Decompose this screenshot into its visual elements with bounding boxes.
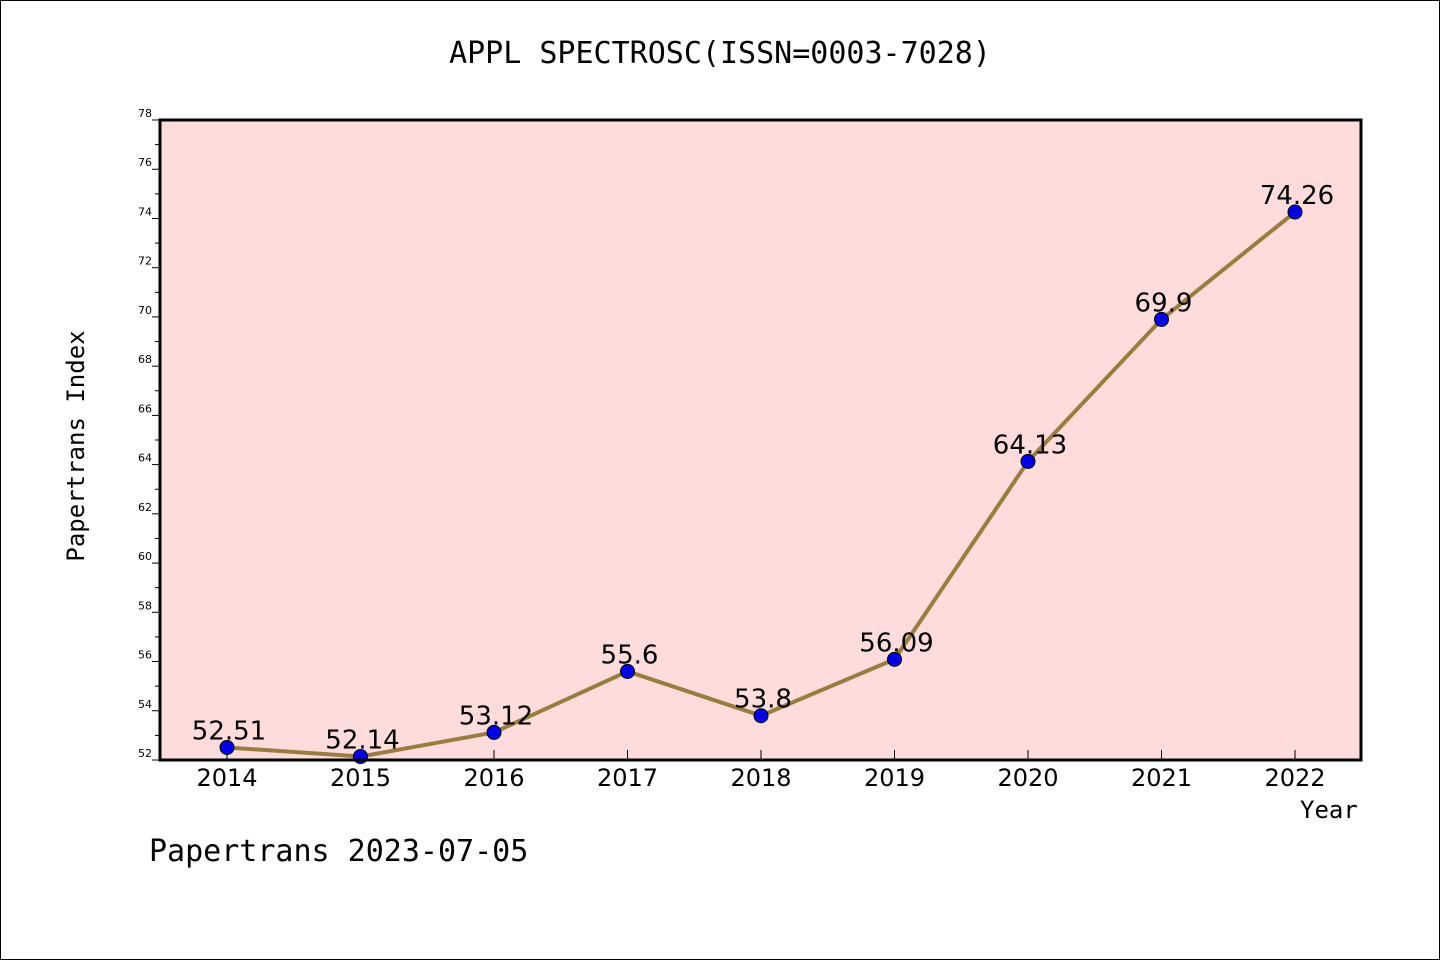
y-tick-label: 74 [138,205,152,218]
y-tick-label: 68 [138,353,152,366]
data-label: 74.26 [1260,181,1334,211]
data-label: 55.6 [601,640,659,670]
y-tick-label: 62 [138,501,152,514]
x-tick-label: 2019 [864,764,925,792]
y-tick-label: 58 [138,599,152,612]
x-tick-label: 2017 [597,764,658,792]
y-tick-label: 52 [138,747,152,760]
y-tick-label: 76 [138,156,152,169]
data-label: 53.12 [459,701,533,731]
y-tick-label: 54 [138,698,152,711]
x-tick-label: 2014 [196,764,257,792]
data-point [753,708,769,724]
y-tick-label: 64 [138,452,152,465]
data-point [887,651,902,667]
data-label: 64.13 [993,430,1067,460]
y-tick-label: 60 [138,550,152,563]
plot-border [158,118,1363,762]
x-tick-label: 2021 [1131,764,1192,792]
x-tick-label: 2020 [997,764,1058,792]
data-point [486,724,502,740]
data-point [219,739,235,755]
chart-title: APPL SPECTROSC(ISSN=0003-7028) [449,36,991,71]
data-label: 53.8 [734,685,792,715]
y-tick-label: 66 [138,402,152,415]
data-label: 52.51 [192,716,266,746]
data-point [1287,204,1303,220]
x-axis-label: Year [1300,796,1358,824]
plot-area [160,120,1361,760]
y-tick-label: 56 [138,649,152,662]
x-tick-label: 2022 [1264,764,1325,792]
x-tick-label: 2015 [330,764,391,792]
x-tick-label: 2016 [463,764,524,792]
y-tick-label: 78 [138,107,152,120]
data-label: 69.9 [1135,288,1193,318]
y-tick-label: 70 [138,304,152,317]
data-label: 56.09 [859,628,933,658]
data-point [1020,453,1036,469]
y-tick-label: 72 [138,255,152,268]
x-tick-label: 2018 [730,764,791,792]
data-point [620,663,635,679]
data-point [1154,311,1169,327]
footer-text: Papertrans 2023-07-05 [149,834,529,869]
data-label: 52.14 [325,726,399,756]
